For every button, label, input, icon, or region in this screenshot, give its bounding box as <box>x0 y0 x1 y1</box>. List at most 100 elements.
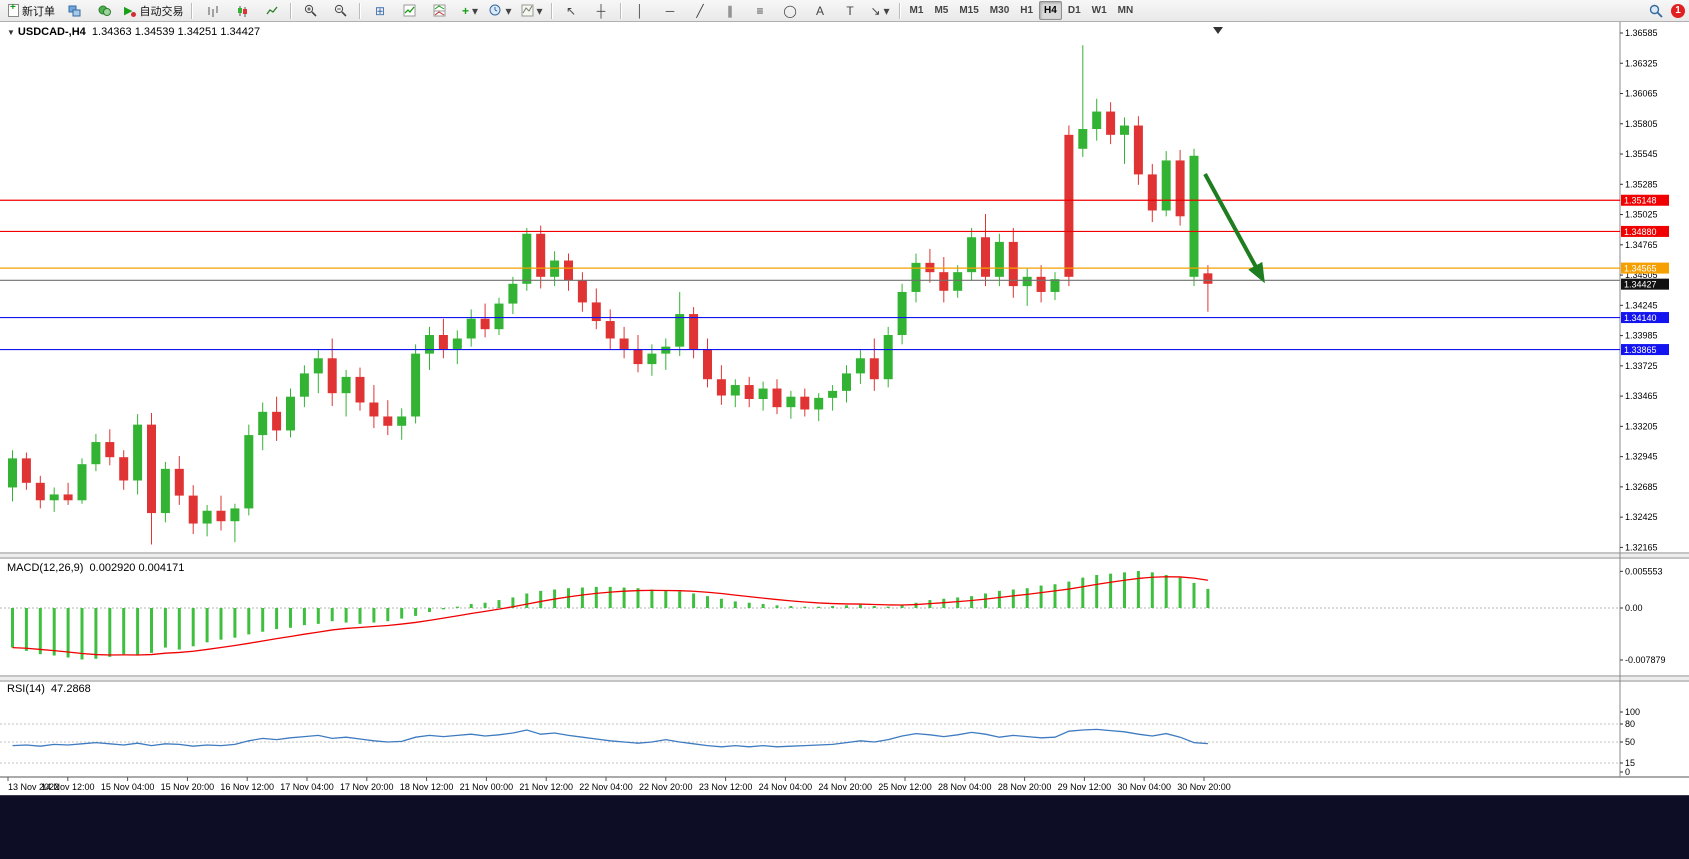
rsi-scale-label: 0 <box>1625 767 1630 777</box>
toolbar-separator <box>359 2 362 19</box>
indicators-button[interactable] <box>395 0 424 21</box>
candle <box>675 314 685 347</box>
candle <box>230 508 240 522</box>
candle <box>814 397 824 410</box>
chart-window: 1.36585 1.36325 1.36065 1.35805 1.35545 1.352… <box>0 22 1689 795</box>
price-chart[interactable]: 1.36585 1.36325 1.36065 1.35805 1.35545 1.352… <box>0 22 1689 795</box>
price-badge-label: 1.34565 <box>1624 264 1657 274</box>
ellipse-button[interactable]: ◯ <box>776 0 805 21</box>
panel-separator[interactable] <box>0 677 1689 680</box>
arrows-button[interactable]: ↘ ▾ <box>866 0 895 21</box>
market-watch-button[interactable] <box>90 0 119 21</box>
chevron-down-icon: ▾ <box>536 3 543 18</box>
macd-signal-line <box>12 576 1208 656</box>
line-chart-mode-button[interactable] <box>257 0 286 21</box>
clock-icon <box>489 4 501 16</box>
trendline-icon: ╱ <box>696 3 704 18</box>
tf-m30[interactable]: M30 <box>989 5 1010 16</box>
new-order-icon: + <box>8 2 19 17</box>
candle <box>967 237 977 273</box>
indicators-icon <box>403 4 416 17</box>
time-tick-label: 16 Nov 12:00 <box>220 782 274 792</box>
autotrading-icon: ▶ <box>124 5 133 17</box>
autotrading-button[interactable]: ▶ 自动交易 <box>120 0 187 21</box>
text-icon: A <box>816 3 825 18</box>
text-label-button[interactable]: T <box>836 0 865 21</box>
macd-bar <box>678 591 682 608</box>
macd-bar <box>1025 588 1029 608</box>
templates-button[interactable]: ▾ <box>517 0 547 21</box>
cursor-button[interactable]: ↖ <box>557 0 586 21</box>
periods-button[interactable]: ▾ <box>485 0 515 21</box>
tile-windows-icon: ⊞ <box>374 3 385 18</box>
horizontal-line-button[interactable]: ─ <box>656 0 685 21</box>
candle <box>564 260 573 281</box>
panel-separator[interactable] <box>0 554 1689 557</box>
time-tick-label: 22 Nov 20:00 <box>639 782 693 792</box>
time-tick-label: 21 Nov 12:00 <box>519 782 573 792</box>
tf-h1[interactable]: H1 <box>1020 5 1034 16</box>
trendline-button[interactable]: ╱ <box>686 0 715 21</box>
tile-windows-button[interactable]: ⊞ <box>365 0 394 21</box>
tf-m5[interactable]: M5 <box>934 5 949 16</box>
tf-m1[interactable]: M1 <box>909 5 924 16</box>
chart-collapse-icon[interactable]: ▼ <box>7 28 15 37</box>
chevron-down-icon: ▾ <box>505 3 512 18</box>
macd-bar <box>747 602 751 608</box>
vertical-line-button[interactable]: │ <box>626 0 655 21</box>
candle <box>425 335 434 354</box>
trend-arrow[interactable] <box>1203 173 1265 284</box>
charts-window-button[interactable] <box>60 0 89 21</box>
notification-badge[interactable]: 1 <box>1671 3 1685 18</box>
price-badge <box>1621 225 1669 237</box>
macd-bar <box>344 608 348 623</box>
add-indicator-button[interactable]: + ▾ <box>455 0 484 21</box>
candle <box>1147 174 1157 211</box>
macd-bar <box>302 608 306 626</box>
zoom-in-button[interactable] <box>296 0 325 21</box>
tf-w1[interactable]: W1 <box>1091 5 1107 16</box>
macd-bar <box>719 598 723 608</box>
tf-h4[interactable]: H4 <box>1039 1 1062 20</box>
toolbar-separator <box>898 2 901 19</box>
candles-layer <box>8 45 1213 545</box>
indicator-windows-button[interactable] <box>425 0 454 21</box>
macd-bar <box>858 604 862 608</box>
candle <box>828 390 838 398</box>
candle <box>452 338 462 349</box>
candle <box>466 318 476 339</box>
autotrading-status-icon <box>131 12 137 17</box>
chart-shift-marker[interactable] <box>1213 27 1223 34</box>
candle <box>577 280 587 303</box>
macd-bar <box>469 604 473 608</box>
text-button[interactable]: A <box>806 0 835 21</box>
candle <box>1092 111 1102 130</box>
channel-button[interactable]: ∥ <box>716 0 745 21</box>
main-toolbar: + 新订单 ▶ 自动交易 ⊞ + ▾ ▾ <box>0 0 1689 22</box>
macd-bar <box>692 593 696 608</box>
rsi-scale-label: 50 <box>1625 737 1635 747</box>
time-tick-label: 17 Nov 04:00 <box>280 782 334 792</box>
macd-bar <box>330 608 334 622</box>
tf-m15[interactable]: M15 <box>959 5 979 16</box>
tf-mn[interactable]: MN <box>1117 5 1134 16</box>
bar-chart-mode-button[interactable] <box>197 0 226 21</box>
candle <box>1022 276 1032 287</box>
candle <box>313 358 323 374</box>
tf-d1[interactable]: D1 <box>1067 5 1081 16</box>
crosshair-button[interactable]: ┼ <box>587 0 616 21</box>
price-badge <box>1621 312 1669 324</box>
candle <box>939 272 949 291</box>
macd-bar <box>108 608 112 657</box>
horizontal-line-icon: ─ <box>665 3 675 18</box>
candle <box>1175 160 1185 217</box>
zoom-out-button[interactable] <box>326 0 355 21</box>
new-order-button[interactable]: + 新订单 <box>4 0 59 21</box>
macd-bar <box>136 608 140 656</box>
search-button[interactable] <box>1641 0 1670 21</box>
macd-bar <box>817 606 821 608</box>
candle <box>522 233 532 284</box>
add-indicator-icon: + <box>461 3 469 18</box>
fibonacci-button[interactable]: ≡ <box>746 0 775 21</box>
candlestick-mode-button[interactable] <box>227 0 256 21</box>
